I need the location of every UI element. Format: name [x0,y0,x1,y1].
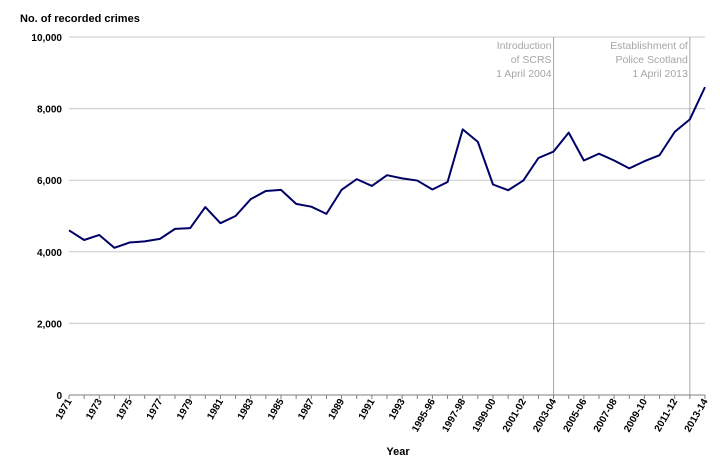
x-tick-label: 1983 [236,397,257,422]
x-tick-label: 1985 [266,397,287,422]
x-tick-label: 2001-02 [501,397,529,435]
x-tick-label: 1975 [115,397,136,422]
series-line [68,86,706,249]
x-axis-title: Year [386,446,410,458]
annotation-text: 1 April 2013 [632,68,688,80]
y-axis-title: No. of recorded crimes [20,13,140,25]
x-tick-label: 2003-04 [531,397,559,435]
y-axis-ticks: 0 2,000 4,000 6,000 8,000 10,000 [31,33,62,402]
x-tick-label: 1995-96 [410,397,438,435]
y-tick-label: 10,000 [31,33,62,44]
annotation-text: of SCRS [511,54,552,66]
x-tick-label: 1977 [145,397,166,422]
y-tick-label: 4,000 [37,248,62,259]
x-tick-label: 1991 [357,397,378,422]
x-tick-label: 1973 [84,397,105,422]
annotation-text: Establishment of [610,40,688,52]
annotations: Introduction of SCRS 1 April 2004 Establish… [496,37,691,395]
annotation-text: 1 April 2004 [496,68,552,80]
y-tick-label: 8,000 [37,105,62,116]
x-tick-label: 1987 [296,397,317,422]
x-tick-label: 2011-12 [653,397,681,434]
x-tick-label: 1981 [205,397,226,422]
x-tick-label: 1993 [387,397,408,422]
annotation-text: Introduction [497,40,552,52]
y-tick-label: 2,000 [37,319,62,330]
x-tick-label: 1999-00 [471,397,499,435]
x-tick-label: 2005-06 [562,397,590,435]
annotation-text: Police Scotland [615,54,688,66]
y-tick-label: 6,000 [37,176,62,187]
x-tick-label: 2009-10 [622,397,650,435]
x-tick-label: 2013-14 [683,397,711,435]
x-axis-ticks: 1971 1973 1975 1977 1979 1981 1983 1985 1987 1989… [54,395,711,434]
x-tick-label: 2007-08 [592,397,620,435]
y-tick-label: 0 [56,391,62,402]
x-tick-label: 1979 [175,397,196,422]
gridlines [69,36,705,324]
x-tick-label: 1997-98 [440,397,468,435]
x-tick-label: 1989 [327,397,348,422]
